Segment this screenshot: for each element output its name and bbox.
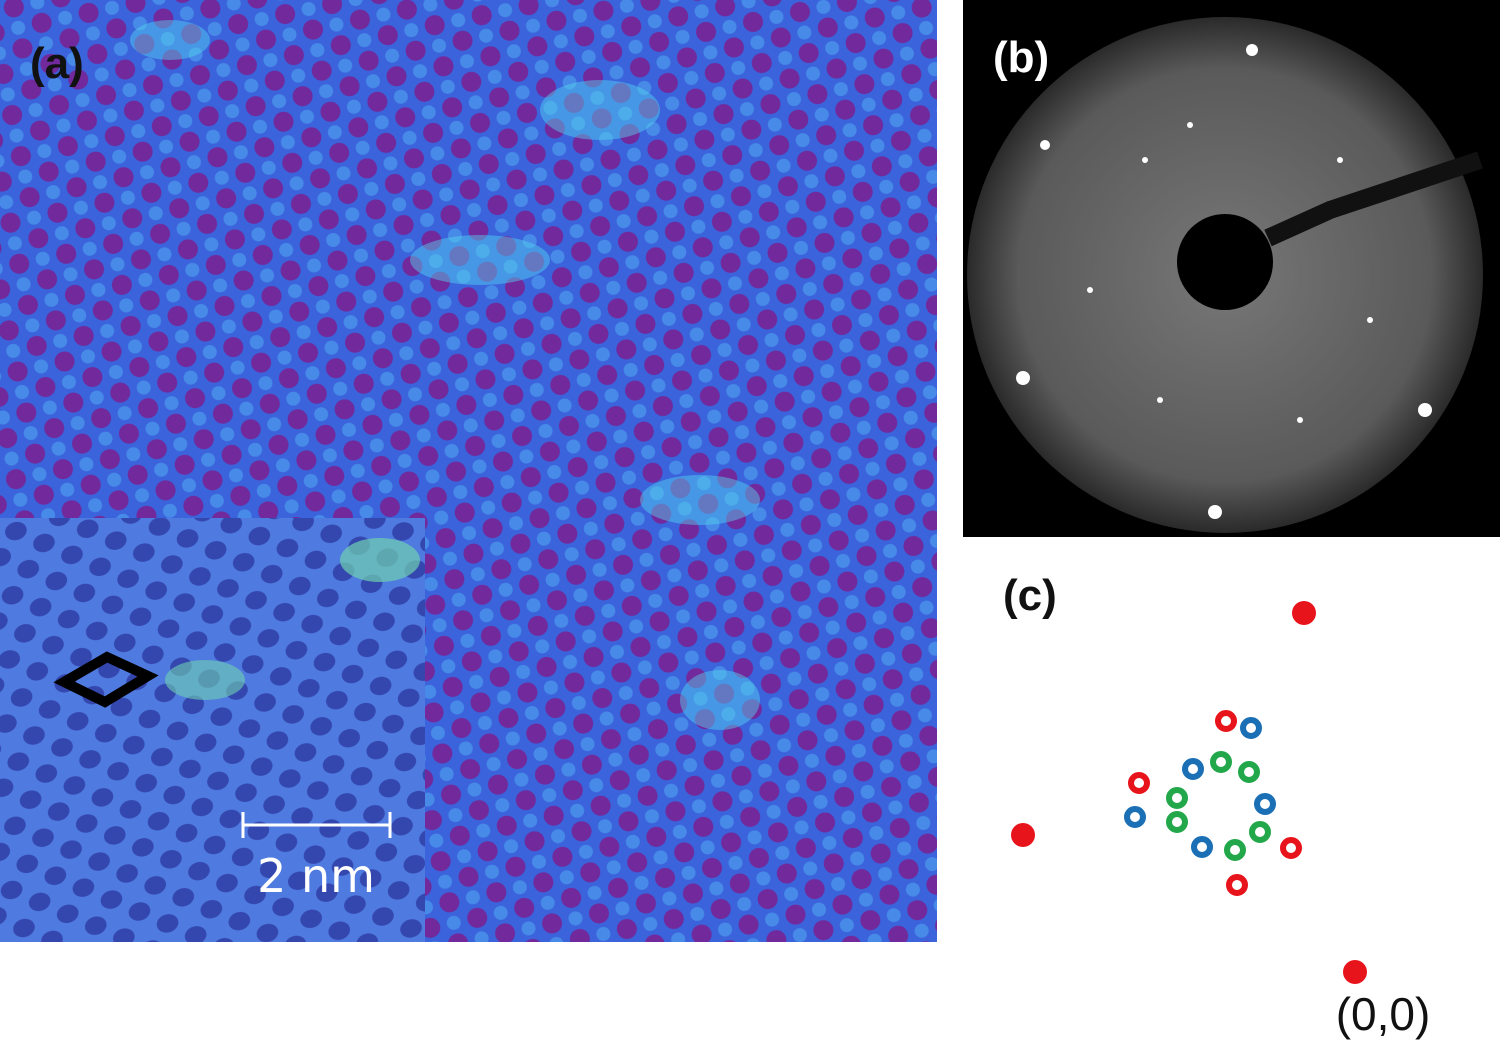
integer-spots [1011,601,1367,984]
panel-b: (b) [963,0,1500,537]
panel-label: (c) [1003,571,1057,620]
unit-cell [53,651,159,708]
bright-regions [130,20,760,730]
panel-label: (b) [993,33,1049,82]
scale-bar-label: 2 nm [257,849,375,903]
origin-label: (0,0) [1336,988,1431,1040]
panel-c: (c) (0,0) [1003,571,1430,1040]
panel-a: 2 nm (a) [0,0,937,942]
superstructure-spots [1124,710,1302,896]
gun-holder [1264,151,1483,247]
scale-bar [241,812,392,838]
inset-bright [340,538,420,582]
diffraction-spots [1016,44,1432,519]
panel-label: (a) [30,39,84,88]
electron-gun [1177,214,1273,310]
inset-image [0,518,425,942]
inset-bright [165,660,245,700]
